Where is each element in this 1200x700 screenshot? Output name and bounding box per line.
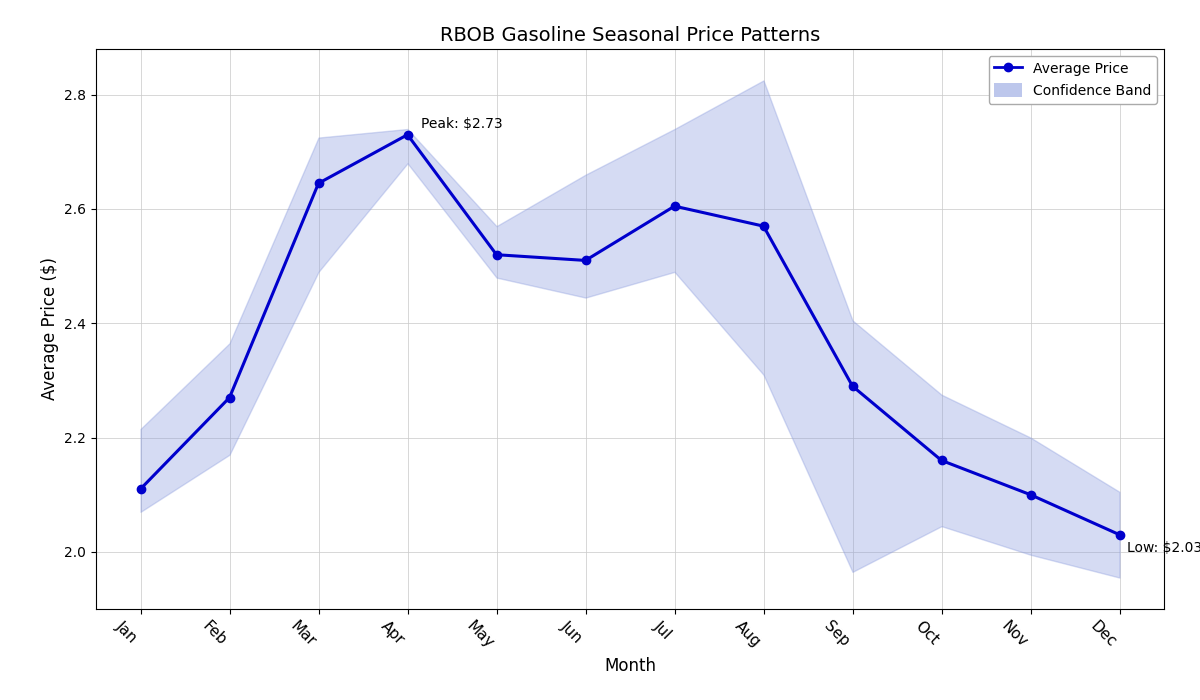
X-axis label: Month: Month [604,657,656,676]
Text: Low: $2.03: Low: $2.03 [1127,541,1200,555]
Average Price [578,256,593,265]
Average Price [845,382,859,391]
Average Price [756,222,770,230]
Text: Peak: $2.73: Peak: $2.73 [421,117,503,131]
Average Price [667,202,682,210]
Average Price [1112,531,1127,539]
Average Price [490,251,504,259]
Legend: Average Price, Confidence Band: Average Price, Confidence Band [989,56,1157,104]
Title: RBOB Gasoline Seasonal Price Patterns: RBOB Gasoline Seasonal Price Patterns [440,26,820,45]
Line: Average Price: Average Price [137,130,1123,539]
Average Price [222,393,236,402]
Y-axis label: Average Price ($): Average Price ($) [41,258,59,400]
Average Price [133,485,148,494]
Average Price [935,456,949,465]
Average Price [311,179,325,188]
Average Price [1024,491,1038,499]
Average Price [401,130,415,139]
